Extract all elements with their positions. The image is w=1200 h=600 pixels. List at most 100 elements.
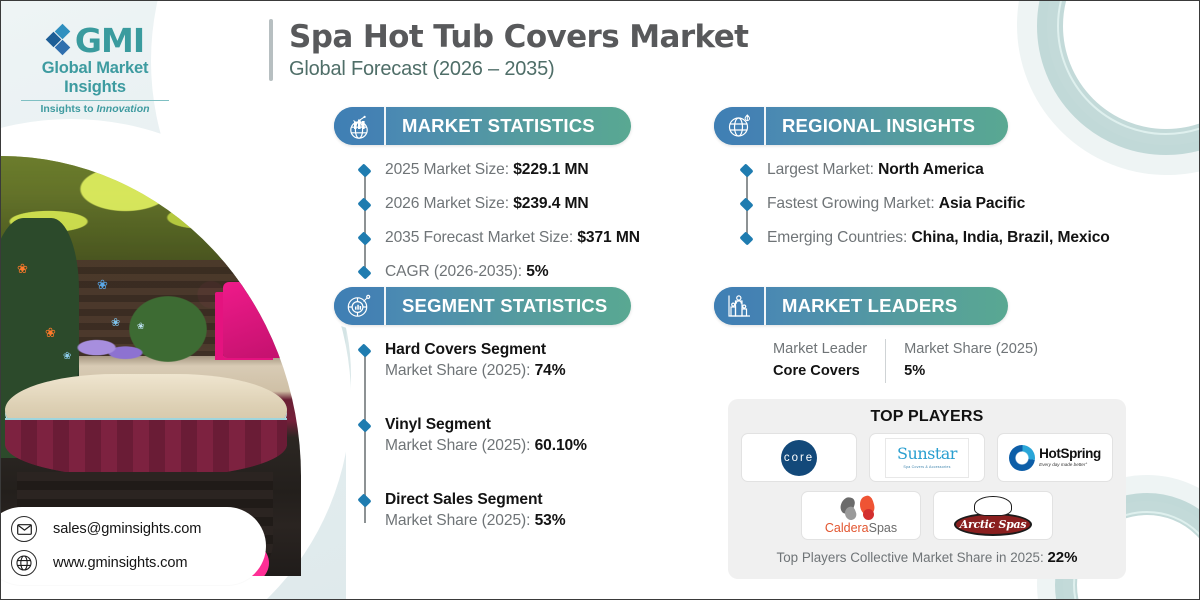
polar-bear-icon <box>974 495 1012 516</box>
segment-label: Market Share (2025): <box>385 362 531 380</box>
contact-email-row[interactable]: sales@gminsights.com <box>11 516 266 542</box>
contact-website-row[interactable]: www.gminsights.com <box>11 550 266 576</box>
bullet-diamond-icon <box>357 231 372 246</box>
player-logo-calderaspas[interactable]: CalderaSpas <box>801 491 921 540</box>
segment-name: Direct Sales Segment <box>385 491 543 509</box>
list-item: Fastest Growing Market: Asia Pacific <box>739 193 1181 214</box>
top-players-row-2: CalderaSpas Arctic Spas <box>740 491 1114 540</box>
section-header-market-leaders: MARKET LEADERS <box>714 287 1008 325</box>
hotspring-logo: HotSpring Every day made better° <box>1009 444 1101 471</box>
bullet-diamond-icon <box>357 265 372 280</box>
contact-website: www.gminsights.com <box>53 555 188 571</box>
segment-name: Hard Covers Segment <box>385 341 547 358</box>
player-logo-sunstar[interactable]: Sunstar Spa Covers & Accessories <box>869 433 985 482</box>
stat-label: 2026 Market Size: <box>385 195 509 213</box>
list-item: Hard Covers Segment Market Share (2025):… <box>357 339 679 381</box>
list-item: Vinyl Segment Market Share (2025): 60.10… <box>357 414 679 456</box>
section-title: MARKET LEADERS <box>782 295 958 316</box>
segment-value: 60.10% <box>534 437 587 455</box>
top-players-panel: TOP PLAYERS core Sunstar Spa Covers & Ac… <box>728 399 1126 579</box>
arcticspas-logo: Arctic Spas <box>952 495 1034 536</box>
logo-tagline: Insights to Innovation <box>15 103 175 115</box>
globe-icon <box>11 550 37 576</box>
list-item: 2035 Forecast Market Size: $371 MN <box>357 227 679 248</box>
logo-initials: GMI <box>74 20 145 60</box>
list-connector-line <box>364 347 366 524</box>
market-share-header: Market Share (2025) <box>904 341 1038 357</box>
segment-label: Market Share (2025): <box>385 512 531 530</box>
contact-email: sales@gminsights.com <box>53 521 202 537</box>
diamond-mark-icon <box>45 23 72 57</box>
hotspring-swirl-icon <box>1009 444 1036 471</box>
market-statistics-list: 2025 Market Size: $229.1 MN 2026 Market … <box>357 159 679 282</box>
section-header-market-statistics: MARKET STATISTICS <box>334 107 631 145</box>
bullet-diamond-icon <box>357 197 372 212</box>
segment-label: Market Share (2025): <box>385 437 531 455</box>
stat-value: $371 MN <box>577 229 640 247</box>
market-leader-header: Market Leader <box>773 341 868 357</box>
market-leader-table: Market Leader Core Covers Market Share (… <box>773 339 1056 383</box>
stat-label: 2035 Forecast Market Size: <box>385 229 574 247</box>
player-logo-arcticspas[interactable]: Arctic Spas <box>933 491 1053 540</box>
region-label: Emerging Countries: <box>767 229 908 247</box>
bullet-diamond-icon <box>739 197 754 212</box>
segment-name: Vinyl Segment <box>385 416 491 434</box>
player-logo-core[interactable]: core <box>741 433 857 482</box>
calderaspas-logo: CalderaSpas <box>824 494 897 536</box>
list-item: Direct Sales Segment Market Share (2025)… <box>357 489 679 531</box>
page-title-block: Spa Hot Tub Covers Market Global Forecas… <box>269 19 749 81</box>
butterfly-icon: ❀ <box>17 261 28 276</box>
top-players-row-1: core Sunstar Spa Covers & Accessories Ho… <box>740 433 1114 482</box>
section-header-segment-statistics: SEGMENT STATISTICS <box>334 287 631 325</box>
region-value: North America <box>878 161 984 178</box>
stat-value: 5% <box>526 263 549 281</box>
sunstar-logo: Sunstar Spa Covers & Accessories <box>885 437 969 478</box>
sunstar-wordmark: Sunstar <box>897 444 957 463</box>
butterfly-icon: ❀ <box>63 351 72 362</box>
list-item: 2026 Market Size: $239.4 MN <box>357 193 679 214</box>
gmi-logo[interactable]: GMI Global Market Insights Insights to I… <box>15 23 175 115</box>
section-title: REGIONAL INSIGHTS <box>782 115 976 136</box>
butterfly-icon: ❀ <box>111 317 121 329</box>
podium-people-icon <box>714 287 766 325</box>
bullet-diamond-icon <box>357 493 372 508</box>
butterfly-icon: ❀ <box>45 325 56 340</box>
region-value: Asia Pacific <box>938 195 1026 213</box>
contact-strip: sales@gminsights.com www.gminsights.com <box>1 507 266 585</box>
market-share-column: Market Share (2025) 5% <box>885 339 1056 383</box>
collective-share-label: Top Players Collective Market Share in 2… <box>776 550 1044 565</box>
core-logo: core <box>781 439 817 476</box>
market-leader-column: Market Leader Core Covers <box>773 339 885 383</box>
list-item: CAGR (2026-2035): 5% <box>357 261 679 282</box>
page-title: Spa Hot Tub Covers Market <box>289 19 749 55</box>
logo-company-name: Global Market Insights <box>41 59 149 96</box>
regional-insights-list: Largest Market: North America Fastest Gr… <box>739 159 1181 248</box>
logo-divider <box>21 100 169 101</box>
segment-statistics-list: Hard Covers Segment Market Share (2025):… <box>357 339 679 531</box>
bullet-diamond-icon <box>739 231 754 246</box>
stat-value: $239.4 MN <box>513 195 589 213</box>
logo-tagline-part1: Insights to <box>40 103 94 115</box>
stat-label: CAGR (2026-2035): <box>385 263 522 281</box>
bullet-diamond-icon <box>357 343 372 358</box>
market-share-value: 5% <box>904 362 926 379</box>
bullet-diamond-icon <box>357 418 372 433</box>
region-value: China, India, Brazil, Mexico <box>911 229 1110 247</box>
section-title: SEGMENT STATISTICS <box>402 295 608 316</box>
player-logo-hotspring[interactable]: HotSpring Every day made better° <box>997 433 1113 482</box>
segment-value: 53% <box>534 512 566 530</box>
region-label: Largest Market: <box>767 161 874 178</box>
page-subtitle: Global Forecast (2026 – 2035) <box>289 57 555 80</box>
calderaspas-petals-icon <box>838 494 883 522</box>
segment-value: 74% <box>534 362 566 380</box>
bullet-diamond-icon <box>357 163 372 178</box>
sunstar-subtext: Spa Covers & Accessories <box>903 465 951 469</box>
list-item: 2025 Market Size: $229.1 MN <box>357 159 679 180</box>
bullet-diamond-icon <box>739 163 754 178</box>
calderaspas-wordmark-a: Caldera <box>824 521 869 536</box>
envelope-icon <box>11 516 37 542</box>
hot-tub-photo: ❀ ❀ ❀ ❀ ❀ ❀ <box>1 156 301 576</box>
list-item: Emerging Countries: China, India, Brazil… <box>739 227 1181 248</box>
section-header-regional-insights: REGIONAL INSIGHTS <box>714 107 1008 145</box>
